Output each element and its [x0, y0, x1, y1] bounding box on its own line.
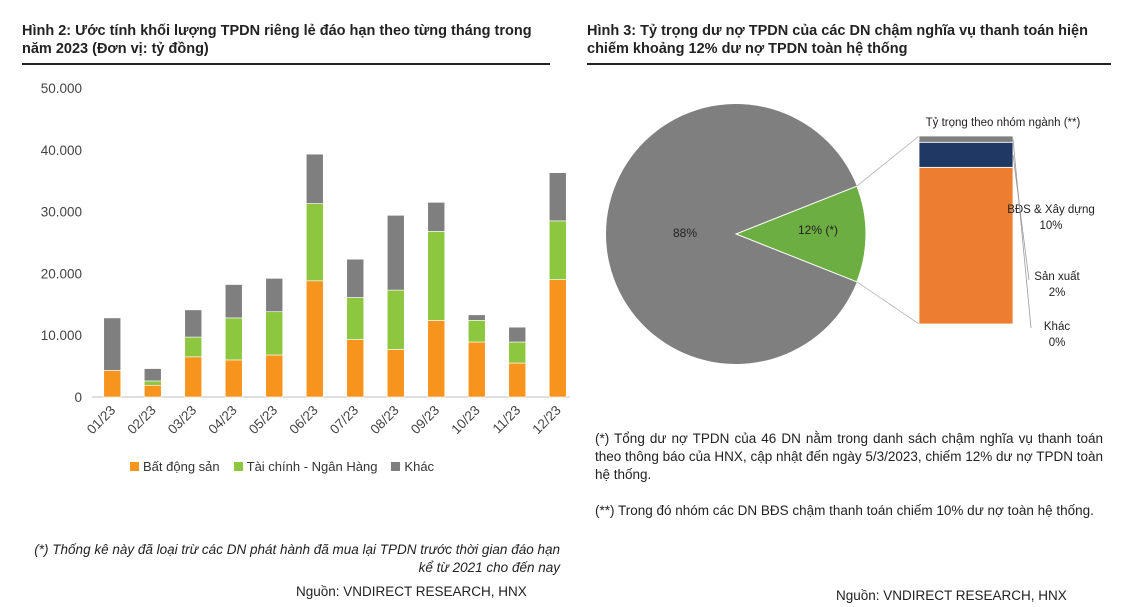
x-tick-label: 11/23: [490, 403, 524, 437]
breakdown-label: Khác: [1044, 321, 1070, 333]
source-label: Nguồn: VNDIRECT RESEARCH, HNX: [296, 584, 527, 599]
breakdown-label: Sản xuất: [1034, 271, 1080, 283]
bar-segment: [143, 384, 162, 398]
breakdown-label: BĐS & Xây dựng: [1007, 204, 1095, 216]
source-label: Nguồn: VNDIRECT RESEARCH, HNX: [836, 588, 1067, 603]
bar-chart: 0 10.000 20.000 30.000 40.000 50.000 01/23 02/2…: [41, 81, 570, 438]
bar-segment: [184, 309, 203, 338]
bar-segment: [184, 356, 203, 398]
x-tick-label: 10/23: [448, 403, 483, 438]
right-panel: Hình 3: Tỷ trọng dư nợ TPDN của các DN c…: [583, 0, 1127, 607]
connector-line: [856, 281, 920, 325]
leader-line: [1012, 154, 1030, 281]
left-panel: Hình 2: Ước tính khối lượng TPDN riêng l…: [22, 23, 570, 599]
x-tick-label: 09/23: [408, 403, 443, 438]
bar-segment: [265, 311, 284, 356]
footnote-2: (**) Trong đó nhóm các DN BĐS chậm thanh…: [595, 503, 1094, 518]
x-tick-label: 06/23: [286, 403, 321, 438]
bar-segment: [467, 341, 486, 398]
bar-segment: [103, 370, 122, 398]
bar-segment: [305, 153, 324, 204]
x-tick-label: 05/23: [246, 403, 281, 438]
bar-segment: [427, 231, 446, 321]
bar-segment: [508, 326, 527, 343]
breakdown-segment: [918, 135, 1014, 143]
y-tick-label: 40.000: [41, 143, 82, 158]
breakdown-label: 0%: [1049, 337, 1066, 349]
legend-item-finance: Tài chính - Ngân Hàng: [233, 459, 378, 474]
legend-label: Khác: [404, 459, 435, 474]
bar-segment: [143, 368, 162, 382]
y-tick-label: 30.000: [41, 205, 82, 220]
y-tick-label: 20.000: [41, 266, 82, 281]
bar-segment: [427, 320, 446, 398]
bar-segment: [386, 289, 405, 350]
pie-chart: 88% 12% (*) Tỷ trọng theo nhóm ngành (**) B…: [606, 104, 1095, 365]
pie-label: 12% (*): [798, 223, 838, 237]
bar-legend: Bất động sản Tài chính - Ngân Hàng Khác: [130, 459, 434, 474]
bar-segment: [508, 362, 527, 398]
legend-swatch: [391, 462, 401, 471]
legend-swatch: [130, 462, 139, 471]
footnote-1: (*) Tổng dư nợ TPDN của 46 DN nằm trong …: [595, 431, 1103, 482]
title-rule: [587, 63, 1111, 65]
x-tick-label: 08/23: [367, 403, 402, 438]
bar-segment: [548, 172, 567, 222]
bar-segment: [184, 336, 203, 358]
bar-segment: [467, 320, 486, 343]
x-tick-label: 12/23: [529, 403, 564, 438]
bar-segment: [346, 297, 365, 340]
legend-label: Tài chính - Ngân Hàng: [246, 459, 378, 474]
bar-segment: [548, 279, 567, 398]
bar-segment: [265, 354, 284, 398]
footnote: (*) Thống kê này đã loại trừ các DN phát…: [34, 542, 560, 575]
bar-segment: [224, 317, 243, 361]
bar-segment: [265, 278, 284, 313]
breakdown-label: 2%: [1049, 287, 1066, 299]
x-tick-label: 04/23: [205, 403, 240, 438]
bar-segment: [103, 317, 122, 371]
y-tick-label: 10.000: [41, 328, 82, 343]
x-tick-label: 02/23: [124, 403, 159, 438]
legend-swatch: [233, 462, 243, 471]
breakdown-label: 10%: [1039, 220, 1062, 232]
bar-segment: [224, 284, 243, 319]
bar-segment: [224, 359, 243, 398]
chart-title: Hình 3: Tỷ trọng dư nợ TPDN của các DN c…: [587, 23, 1088, 57]
x-tick-label: 01/23: [84, 403, 119, 438]
y-tick-label: 50.000: [41, 81, 82, 96]
bar-segment: [548, 220, 567, 280]
pie-slice: [734, 185, 867, 283]
breakdown-title: Tỷ trọng theo nhóm ngành (**): [926, 117, 1081, 129]
chart-title: Hình 2: Ước tính khối lượng TPDN riêng l…: [22, 23, 532, 57]
legend-label: Bất động sản: [143, 459, 220, 474]
x-tick-label: 07/23: [327, 403, 362, 438]
breakdown-segment: [918, 166, 1014, 325]
pie-label: 88%: [673, 226, 697, 240]
bar-segment: [143, 380, 162, 386]
legend-item-bds: Bất động sản: [130, 459, 220, 474]
bar-segment: [346, 339, 365, 398]
connector-line: [856, 135, 920, 187]
y-tick-label: 0: [74, 390, 82, 405]
bar-segment: [386, 349, 405, 398]
bar-segment: [346, 258, 365, 298]
leader-line: [1012, 139, 1032, 329]
legend-item-other: Khác: [391, 459, 434, 474]
bar-segment: [467, 314, 486, 321]
pie-slice: [606, 104, 857, 365]
title-rule: [22, 63, 550, 65]
x-tick-label: 03/23: [165, 403, 200, 438]
breakdown-segment: [918, 141, 1014, 168]
bar-segment: [386, 215, 405, 291]
bar-segment: [305, 203, 324, 282]
bar-segment: [508, 341, 527, 364]
bar-segment: [305, 280, 324, 398]
bar-segment: [427, 202, 446, 232]
